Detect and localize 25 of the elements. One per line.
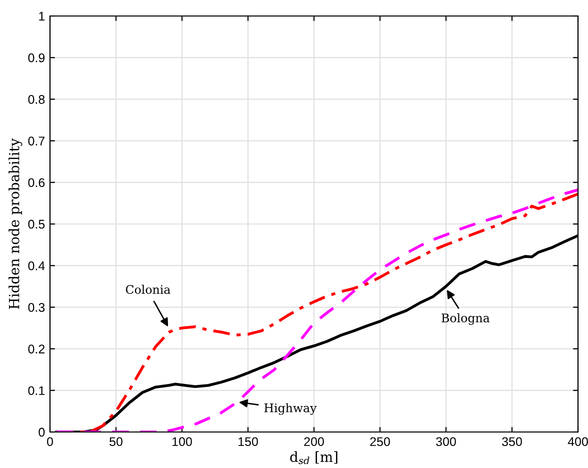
y-tick-label: 0.1 xyxy=(28,386,45,396)
x-tick-label: 100 xyxy=(172,437,192,446)
y-tick-label: 0.5 xyxy=(28,220,45,229)
y-tick-label: 0.9 xyxy=(28,53,45,62)
x-tick-label: 400 xyxy=(568,437,588,446)
y-tick-label: 0.2 xyxy=(28,344,45,354)
x-tick-label: 300 xyxy=(436,437,456,446)
annotation: Colonia xyxy=(126,284,170,294)
y-tick-label: 1 xyxy=(39,12,45,21)
y-tick-label: 0.8 xyxy=(28,95,45,104)
y-tick-label: 0.6 xyxy=(28,178,45,188)
annotation: Highway xyxy=(264,403,317,415)
x-tick-label: 200 xyxy=(304,437,324,446)
x-tick-label: 50 xyxy=(110,437,122,446)
x-tick-label: 150 xyxy=(238,437,258,446)
annotation: Bologna xyxy=(442,313,490,325)
y-tick-label: 0.4 xyxy=(28,261,45,270)
y-axis-title: Hidden node probability xyxy=(8,138,22,309)
y-tick-label: 0 xyxy=(38,428,45,437)
x-tick-label: 350 xyxy=(502,437,522,446)
x-tick-label: 250 xyxy=(370,437,390,446)
x-axis-title: d$_{sd}$ [m] xyxy=(290,451,338,464)
x-tick-label: 0 xyxy=(47,437,53,446)
y-tick-label: 0.3 xyxy=(28,303,45,312)
y-tick-label: 0.7 xyxy=(28,136,45,146)
